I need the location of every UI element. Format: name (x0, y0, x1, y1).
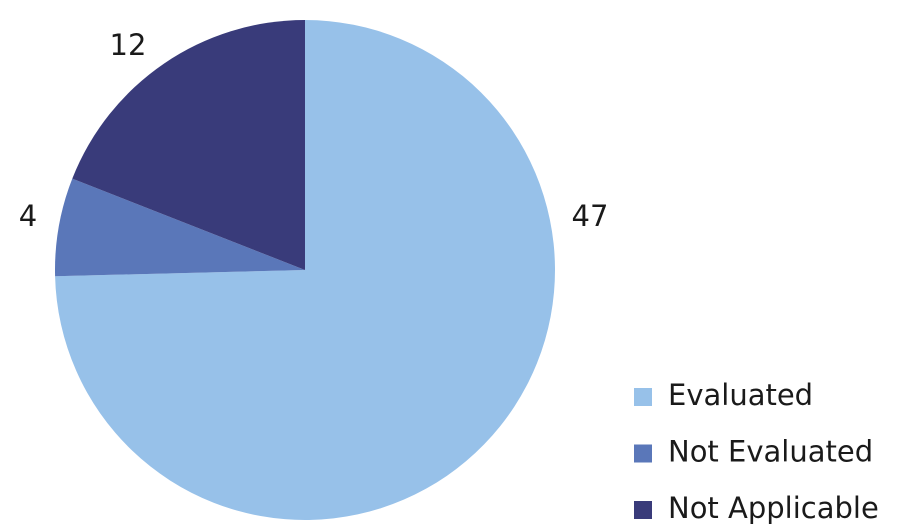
data-label: 47 (572, 199, 609, 233)
legend-swatch (634, 388, 652, 406)
pie-slice (55, 178, 305, 277)
pie-slice (55, 20, 556, 520)
legend-label: Not Applicable (668, 491, 879, 525)
data-label: 4 (19, 199, 37, 233)
data-label: 12 (110, 28, 147, 62)
legend-swatch (634, 444, 652, 463)
pie-slice (72, 20, 306, 270)
legend-label: Not Evaluated (668, 435, 873, 469)
legend-label: Evaluated (668, 378, 813, 412)
legend-swatch (634, 501, 652, 519)
